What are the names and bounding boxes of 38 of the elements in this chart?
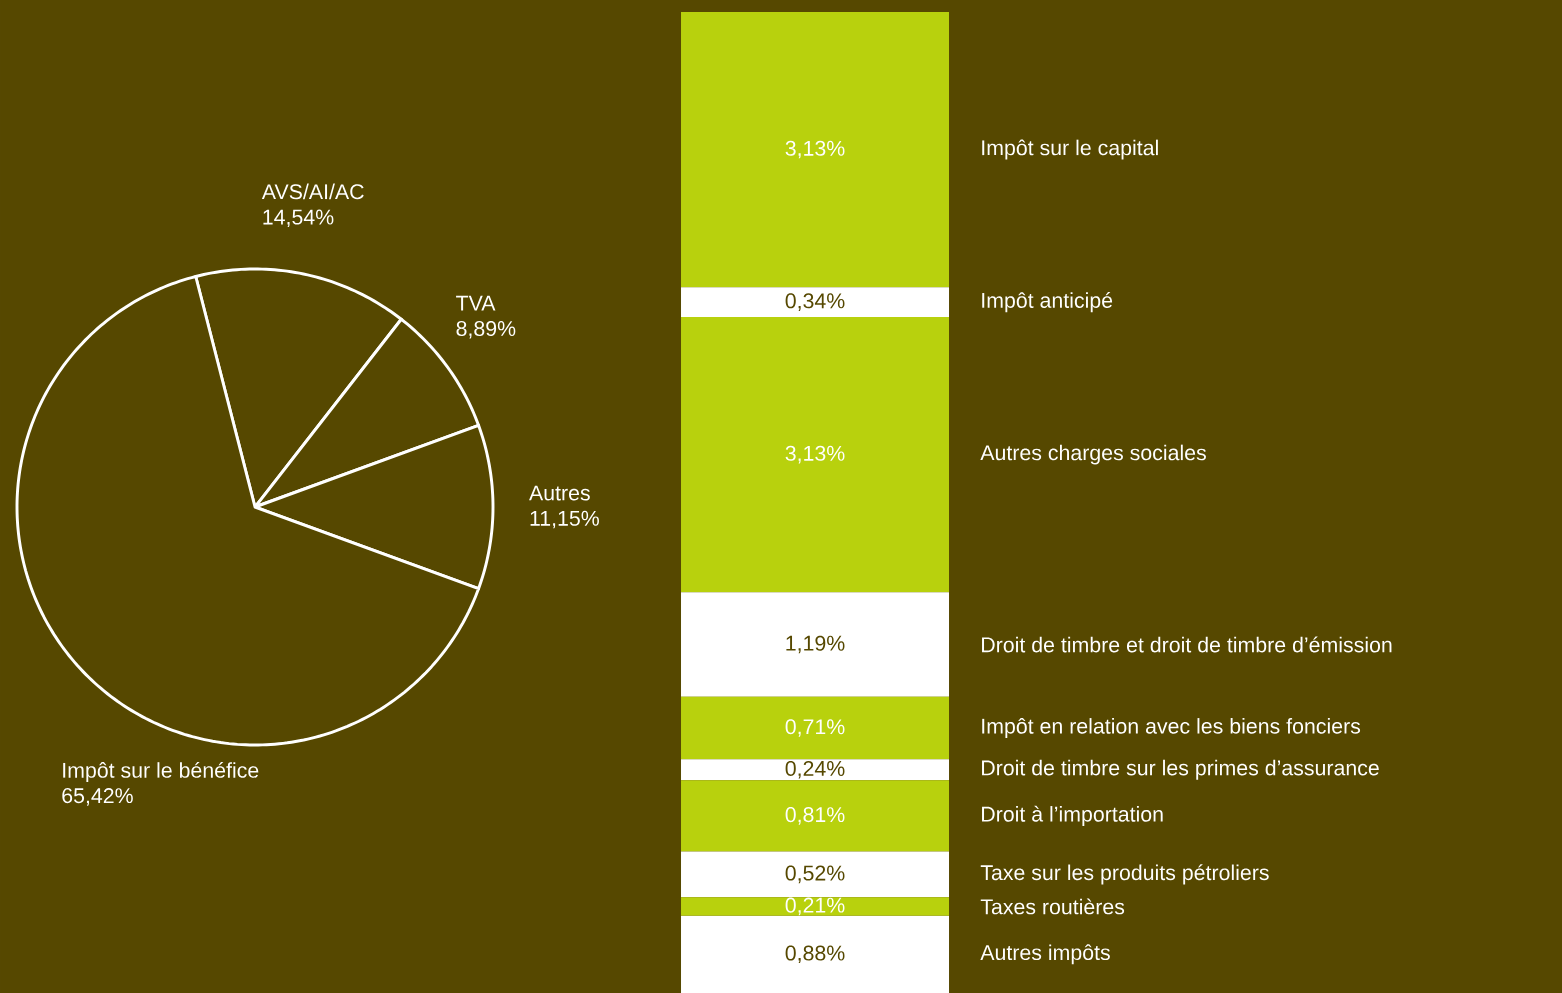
data-label: 3,13% [785,445,845,464]
data-label: 8,89% [456,320,516,339]
series-label: Autres impôts [980,944,1110,965]
data-label: 0,81% [785,807,845,825]
data-label: 1,19% [786,635,845,654]
slice-label: Autres [529,485,590,501]
bar [681,287,950,318]
data-label: 0,34% [785,293,845,311]
bar [681,780,950,852]
series-label: Taxe sur les produits pétroliers [980,864,1269,885]
bar [681,851,950,898]
series-label: Taxes routières [980,898,1125,915]
slice-label: AVS/AI/AC [261,183,364,200]
slice-label: Impôt sur le bénéfice [63,761,259,783]
series-label: Impôt sur le capital [982,139,1158,160]
bar [681,915,950,993]
series-label: Droit à l’importation [982,805,1163,826]
bar [681,317,950,593]
series-label: Impôt en relation avec les biens fonciers [982,717,1361,738]
bar [681,759,950,781]
series-label: Droit de timbre et droit de timbre d’émission [982,636,1392,653]
bar [681,592,950,697]
data-label: 0,71% [785,719,845,737]
slice-label: TVA [456,295,496,311]
data-label: 0,88% [785,945,845,964]
data-label: 3,13% [785,140,845,159]
series-label: Impôt anticipé [982,292,1113,313]
bar [681,696,950,760]
data-label: 0,52% [785,865,845,884]
data-label: 65,42% [62,788,133,806]
data-label: 0,21% [785,897,845,916]
series-label: Autres charges sociales [980,444,1206,465]
series-label: Droit de timbre sur les primes d’assurance [982,759,1379,780]
bar [681,897,950,916]
data-label: 0,24% [785,760,845,779]
data-label: 11,15% [530,510,599,529]
bar [681,11,950,288]
data-label: 14,54% [263,209,334,228]
